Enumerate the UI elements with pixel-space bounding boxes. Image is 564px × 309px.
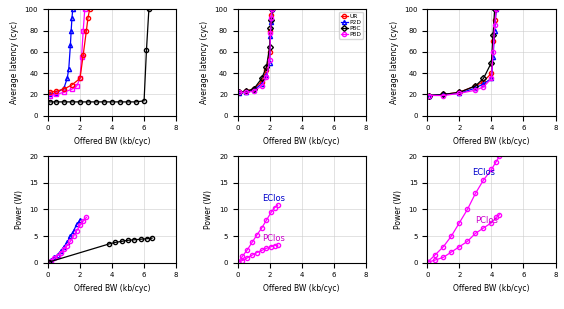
Y-axis label: Power (W): Power (W) [15, 190, 24, 229]
X-axis label: Offered BW (kb/cyc): Offered BW (kb/cyc) [74, 284, 150, 293]
X-axis label: Offered BW (kb/cyc): Offered BW (kb/cyc) [453, 137, 530, 146]
Text: EClos: EClos [262, 194, 285, 203]
Text: EClos: EClos [472, 168, 495, 177]
X-axis label: Offered BW (kb/cyc): Offered BW (kb/cyc) [263, 137, 340, 146]
X-axis label: Offered BW (kb/cyc): Offered BW (kb/cyc) [263, 284, 340, 293]
Text: PClos: PClos [475, 216, 499, 225]
Y-axis label: Power (W): Power (W) [394, 190, 403, 229]
Legend: UR, P2D, P8C, P8D: UR, P2D, P8C, P8D [339, 12, 363, 39]
Y-axis label: Average latency (cyc): Average latency (cyc) [200, 21, 209, 104]
Y-axis label: Power (W): Power (W) [204, 190, 213, 229]
Y-axis label: Average latency (cyc): Average latency (cyc) [10, 21, 19, 104]
Text: PClos: PClos [262, 234, 285, 243]
X-axis label: Offered BW (kb/cyc): Offered BW (kb/cyc) [453, 284, 530, 293]
Y-axis label: Average latency (cyc): Average latency (cyc) [390, 21, 399, 104]
X-axis label: Offered BW (kb/cyc): Offered BW (kb/cyc) [74, 137, 150, 146]
